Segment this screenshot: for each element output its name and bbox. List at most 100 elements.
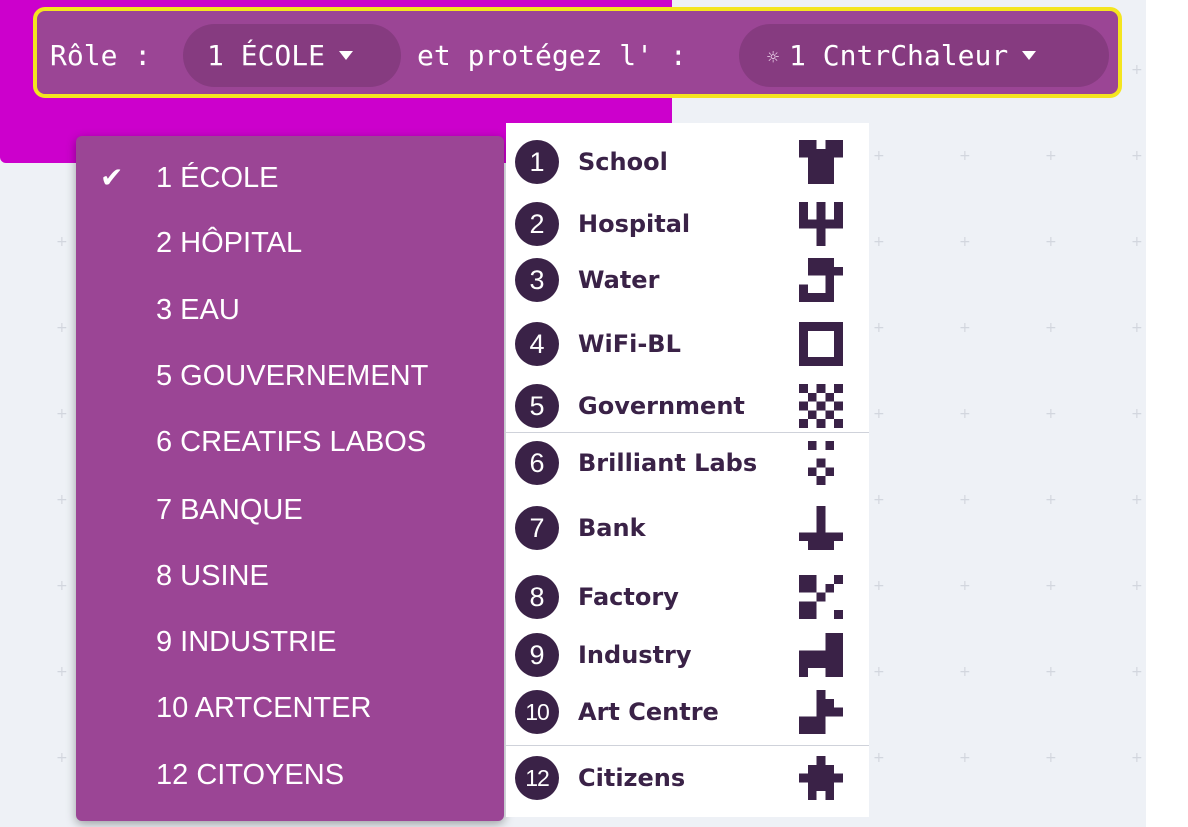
legend-row: 1 School xyxy=(506,137,869,187)
role-block[interactable]: Rôle : 1 ÉCOLE et protégez l' : ☼ 1 CntrC… xyxy=(33,7,1122,98)
legend-name: Government xyxy=(578,392,745,420)
menu-item-3-eau[interactable]: 3 EAU xyxy=(76,281,504,339)
menu-item-1-ecole[interactable]: ✔ 1 ÉCOLE xyxy=(76,149,504,207)
menu-item-label: 3 EAU xyxy=(156,294,240,326)
grid-cross: + xyxy=(56,578,68,594)
menu-item-6-creatifs-labos[interactable]: 6 CREATIFS LABOS xyxy=(76,413,504,471)
grid-cross: + xyxy=(873,578,885,594)
menu-item-10-artcenter[interactable]: 10 ARTCENTER xyxy=(76,679,504,737)
checkmark-icon: ✔ xyxy=(100,162,124,193)
factory-icon xyxy=(799,575,843,619)
role-legend-image: 1 School 2 Hospital 3 Water 4 WiFi-BL 5 … xyxy=(506,123,869,817)
grid-cross: + xyxy=(959,406,971,422)
grid-cross: + xyxy=(1131,148,1143,164)
art-centre-icon xyxy=(799,690,843,734)
grid-cross: + xyxy=(56,492,68,508)
divider xyxy=(506,745,869,746)
menu-item-label: 5 GOUVERNEMENT xyxy=(156,360,429,392)
legend-name: Brilliant Labs xyxy=(578,449,758,477)
role-dropdown[interactable]: 1 ÉCOLE xyxy=(183,24,401,87)
grid-cross: + xyxy=(873,148,885,164)
grid-cross: + xyxy=(1131,578,1143,594)
menu-item-9-industrie[interactable]: 9 INDUSTRIE xyxy=(76,613,504,671)
menu-item-2-hopital[interactable]: 2 HÔPITAL xyxy=(76,214,504,272)
menu-item-label: 10 ARTCENTER xyxy=(156,692,372,724)
number-badge: 9 xyxy=(515,633,559,677)
legend-name: Art Centre xyxy=(578,698,719,726)
grid-cross: + xyxy=(873,664,885,680)
bank-icon xyxy=(799,506,843,550)
menu-item-5-gouvernement[interactable]: 5 GOUVERNEMENT xyxy=(76,347,504,405)
brilliant-labs-icon xyxy=(807,441,835,485)
menu-item-label: 7 BANQUE xyxy=(156,494,303,526)
number-badge: 4 xyxy=(515,322,559,366)
grid-cross: + xyxy=(56,664,68,680)
menu-item-8-usine[interactable]: 8 USINE xyxy=(76,547,504,605)
grid-cross: + xyxy=(1045,234,1057,250)
citizens-icon xyxy=(799,756,843,800)
grid-cross: + xyxy=(1131,320,1143,336)
menu-item-12-citoyens[interactable]: 12 CITOYENS xyxy=(76,746,504,804)
grid-cross: + xyxy=(1045,148,1057,164)
number-badge: 5 xyxy=(515,384,559,428)
legend-name: Industry xyxy=(578,641,692,669)
menu-item-label: 8 USINE xyxy=(156,560,269,592)
legend-row: 3 Water xyxy=(506,255,869,305)
legend-row: 12 Citizens xyxy=(506,753,869,803)
legend-row: 5 Government xyxy=(506,381,869,431)
protect-dropdown[interactable]: ☼ 1 CntrChaleur xyxy=(739,24,1109,87)
legend-row: 8 Factory xyxy=(506,572,869,622)
legend-name: WiFi-BL xyxy=(578,330,681,358)
grid-cross: + xyxy=(959,234,971,250)
legend-name: Factory xyxy=(578,583,679,611)
legend-row: 9 Industry xyxy=(506,630,869,680)
grid-cross: + xyxy=(1045,492,1057,508)
number-badge: 10 xyxy=(515,690,559,734)
legend-row: 4 WiFi-BL xyxy=(506,319,869,369)
hospital-icon xyxy=(799,202,843,246)
grid-cross: + xyxy=(873,492,885,508)
legend-row: 2 Hospital xyxy=(506,199,869,249)
menu-item-label: 9 INDUSTRIE xyxy=(156,626,337,658)
grid-cross: + xyxy=(959,320,971,336)
grid-cross: + xyxy=(1045,320,1057,336)
number-badge: 3 xyxy=(515,258,559,302)
school-icon xyxy=(799,140,843,184)
grid-cross: + xyxy=(873,320,885,336)
menu-item-label: 2 HÔPITAL xyxy=(156,227,303,259)
industry-icon xyxy=(799,633,843,677)
protect-dropdown-value: 1 CntrChaleur xyxy=(789,39,1009,72)
legend-name: Hospital xyxy=(578,210,691,238)
role-dropdown-value: 1 ÉCOLE xyxy=(207,39,326,72)
grid-cross: + xyxy=(959,492,971,508)
number-badge: 7 xyxy=(515,506,559,550)
role-dropdown-menu: ✔ 1 ÉCOLE 2 HÔPITAL 3 EAU 5 GOUVERNEMENT… xyxy=(76,136,504,821)
number-badge: 2 xyxy=(515,202,559,246)
legend-row: 10 Art Centre xyxy=(506,687,869,737)
role-label: Rôle : xyxy=(50,39,152,72)
grid-cross: + xyxy=(1131,234,1143,250)
grid-cross: + xyxy=(873,234,885,250)
legend-name: Water xyxy=(578,266,660,294)
chevron-down-icon xyxy=(1022,50,1037,60)
grid-cross: + xyxy=(1045,664,1057,680)
chevron-down-icon xyxy=(339,50,354,60)
menu-item-label: 12 CITOYENS xyxy=(156,759,345,791)
grid-cross: + xyxy=(959,750,971,766)
government-icon xyxy=(799,384,843,428)
grid-cross: + xyxy=(56,750,68,766)
menu-item-7-banque[interactable]: 7 BANQUE xyxy=(76,481,504,539)
grid-cross: + xyxy=(1131,750,1143,766)
grid-cross: + xyxy=(1131,492,1143,508)
grid-cross: + xyxy=(1131,62,1143,78)
protect-label: et protégez l' : xyxy=(417,39,687,72)
legend-name: School xyxy=(578,148,668,176)
legend-name: Citizens xyxy=(578,764,686,792)
grid-cross: + xyxy=(56,320,68,336)
workspace-scrollbar-track[interactable] xyxy=(1146,0,1188,827)
divider xyxy=(506,432,869,433)
number-badge: 8 xyxy=(515,575,559,619)
menu-item-label: 6 CREATIFS LABOS xyxy=(156,426,427,458)
grid-cross: + xyxy=(959,148,971,164)
grid-cross: + xyxy=(56,234,68,250)
